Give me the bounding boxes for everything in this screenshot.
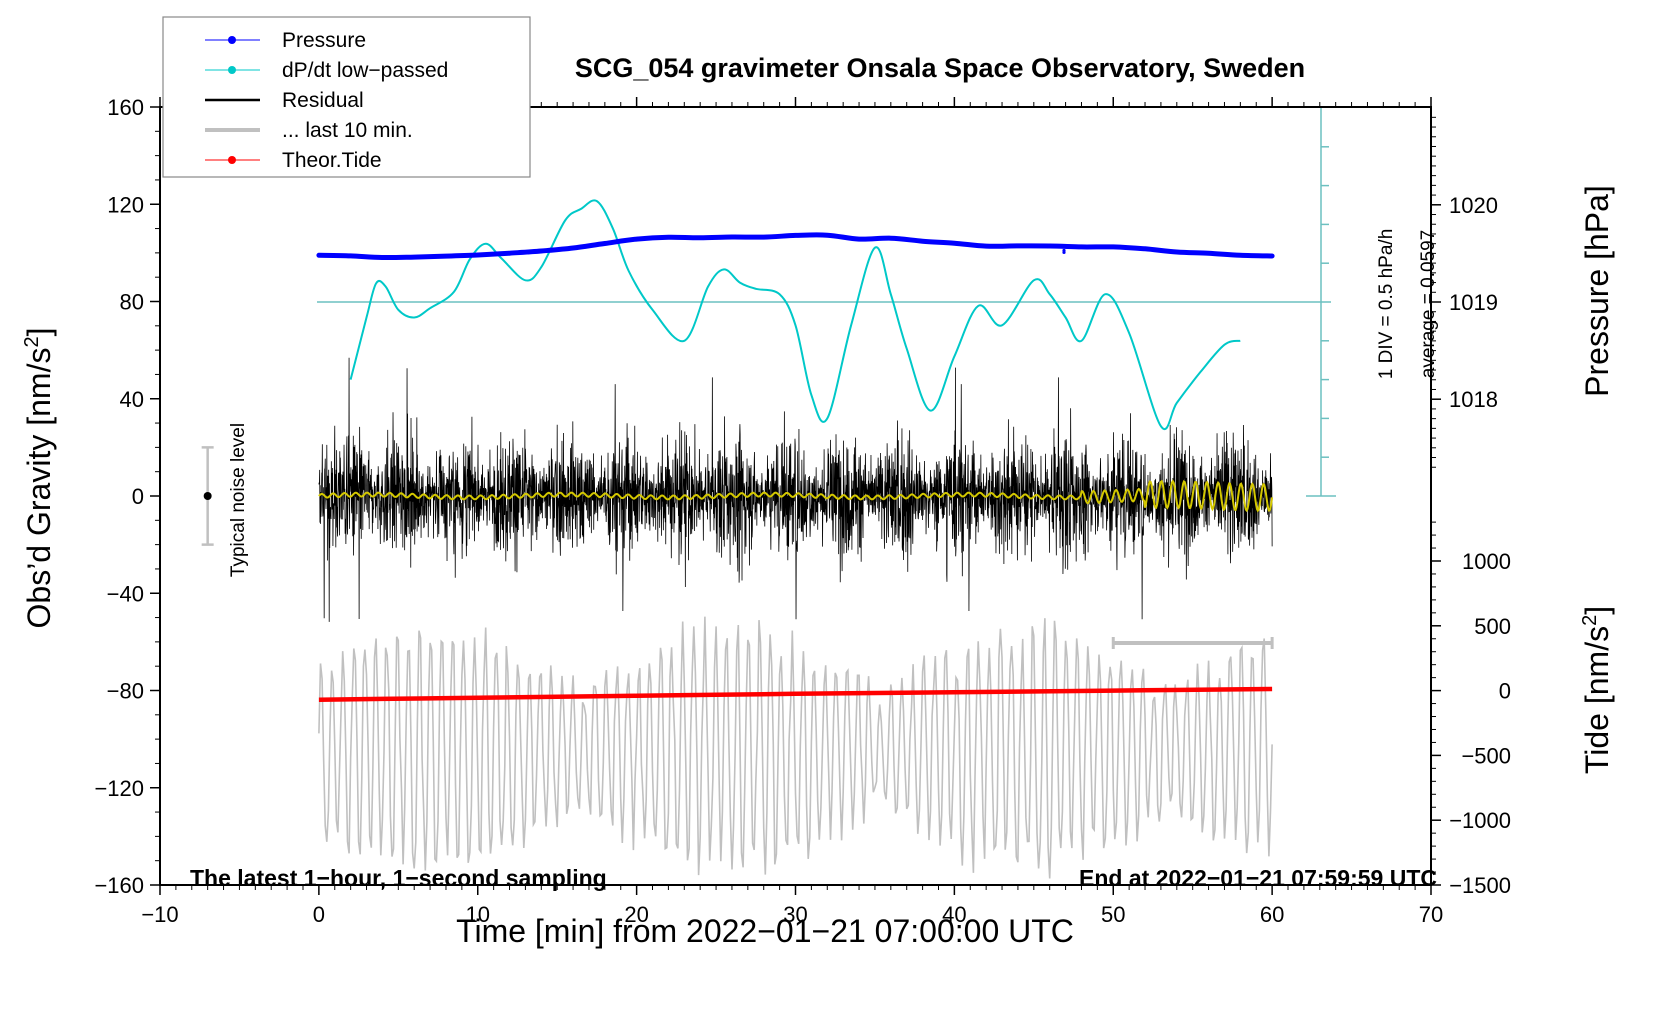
y-left-tick-label: −160 bbox=[94, 873, 144, 898]
last-10-min-scale-bar bbox=[1111, 637, 1274, 649]
residual-series bbox=[318, 357, 1273, 622]
pressure-outlier-point bbox=[1062, 250, 1066, 255]
y-tide-tick-label: −1000 bbox=[1449, 808, 1511, 833]
legend-swatch-dot bbox=[228, 66, 236, 74]
last-10-min-line bbox=[318, 616, 1273, 879]
last-10-min-series bbox=[318, 616, 1273, 879]
x-tick-label: 70 bbox=[1419, 902, 1443, 927]
dpdt-series bbox=[349, 199, 1241, 430]
y-left-tick-label: 160 bbox=[107, 95, 144, 120]
y-tide-axis-title: Tide [nm/s2] bbox=[1579, 606, 1615, 774]
y-pressure-tick-label: 1018 bbox=[1449, 387, 1498, 412]
y-left-axis-title-text: Obs’d Gravity [nm/s bbox=[21, 348, 57, 629]
legend-label: Residual bbox=[282, 89, 364, 112]
x-tick-label: 50 bbox=[1101, 902, 1125, 927]
y-tide-axis-title-text: Tide [nm/s bbox=[1579, 626, 1615, 774]
y-left-tick-label: 120 bbox=[107, 192, 144, 217]
x-tick-label: 0 bbox=[313, 902, 325, 927]
pressure-series bbox=[316, 232, 1275, 261]
dpdt-line bbox=[349, 199, 1241, 430]
y-left-tick-label: 80 bbox=[120, 290, 144, 315]
chart-title: SCG_054 gravimeter Onsala Space Observat… bbox=[575, 53, 1305, 83]
y-tide-tick-label: 1000 bbox=[1462, 549, 1511, 574]
x-tick-label: 10 bbox=[466, 902, 490, 927]
y-left-axis-title: Obs’d Gravity [nm/s2] bbox=[21, 328, 57, 629]
legend-swatch-dot bbox=[228, 156, 236, 164]
legend-label: ... last 10 min. bbox=[282, 119, 413, 142]
axes: −10 0 10 20 30 40 50 60 7016012080400−40−80−120−… bbox=[94, 95, 1511, 927]
y-left-tick-label: −120 bbox=[94, 776, 144, 801]
y-left-axis-title-sup: 2 bbox=[21, 336, 43, 347]
y-pressure-tick-label: 1019 bbox=[1449, 290, 1498, 315]
pressure-line bbox=[316, 232, 1275, 261]
y-pressure-axis-title: Pressure [hPa] bbox=[1579, 185, 1615, 397]
y-left-tick-label: −40 bbox=[107, 581, 144, 606]
legend-label: Theor.Tide bbox=[282, 149, 382, 172]
y-tide-axis-title-close: ] bbox=[1579, 606, 1615, 615]
y-left-tick-label: 0 bbox=[132, 484, 144, 509]
legend: Pressure dP/dt low−passed Residual ... last… bbox=[162, 16, 531, 178]
x-tick-label: −10 bbox=[141, 902, 178, 927]
x-tick-label: 20 bbox=[624, 902, 648, 927]
tide-line bbox=[318, 686, 1273, 702]
legend-box bbox=[162, 16, 531, 178]
theoretical-tide-series bbox=[318, 686, 1273, 702]
noise-level-label: Typical noise level bbox=[228, 423, 249, 577]
residual-smoothed-line bbox=[318, 479, 1274, 513]
x-tick-label: 60 bbox=[1260, 902, 1284, 927]
dpdt-scale-label: 1 DIV = 0.5 hPa/h bbox=[1376, 229, 1397, 380]
residual-line bbox=[318, 357, 1273, 622]
x-tick-label: 30 bbox=[783, 902, 807, 927]
x-axis-title: Time [min] from 2022−01−21 07:00:00 UTC bbox=[456, 913, 1074, 949]
residual-smoothed-series bbox=[318, 479, 1274, 513]
x-tick-label: 40 bbox=[942, 902, 966, 927]
y-left-tick-label: −80 bbox=[107, 679, 144, 704]
y-tide-tick-label: 500 bbox=[1474, 614, 1511, 639]
legend-swatch-dot bbox=[228, 36, 236, 44]
y-tide-tick-label: −1500 bbox=[1449, 873, 1511, 898]
typical-noise-level bbox=[201, 446, 214, 546]
noise-center-point bbox=[203, 492, 212, 500]
y-pressure-tick-label: 1020 bbox=[1449, 193, 1498, 218]
annotation-bottom-left: The latest 1−hour, 1−second sampling bbox=[190, 865, 607, 891]
legend-items: Pressure dP/dt low−passed Residual ... last… bbox=[205, 29, 448, 172]
legend-label: dP/dt low−passed bbox=[282, 59, 448, 82]
dpdt-average-label: average = 0.0597 bbox=[1418, 230, 1439, 378]
y-left-tick-label: 40 bbox=[120, 387, 144, 412]
annotation-bottom-right: End at 2022−01−21 07:59:59 UTC bbox=[1079, 865, 1437, 891]
legend-label: Pressure bbox=[282, 29, 366, 52]
y-left-axis-title-close: ] bbox=[21, 328, 57, 337]
y-tide-axis-title-sup: 2 bbox=[1579, 615, 1601, 626]
y-tide-tick-label: 0 bbox=[1499, 679, 1511, 704]
y-tide-tick-label: −500 bbox=[1461, 743, 1511, 768]
